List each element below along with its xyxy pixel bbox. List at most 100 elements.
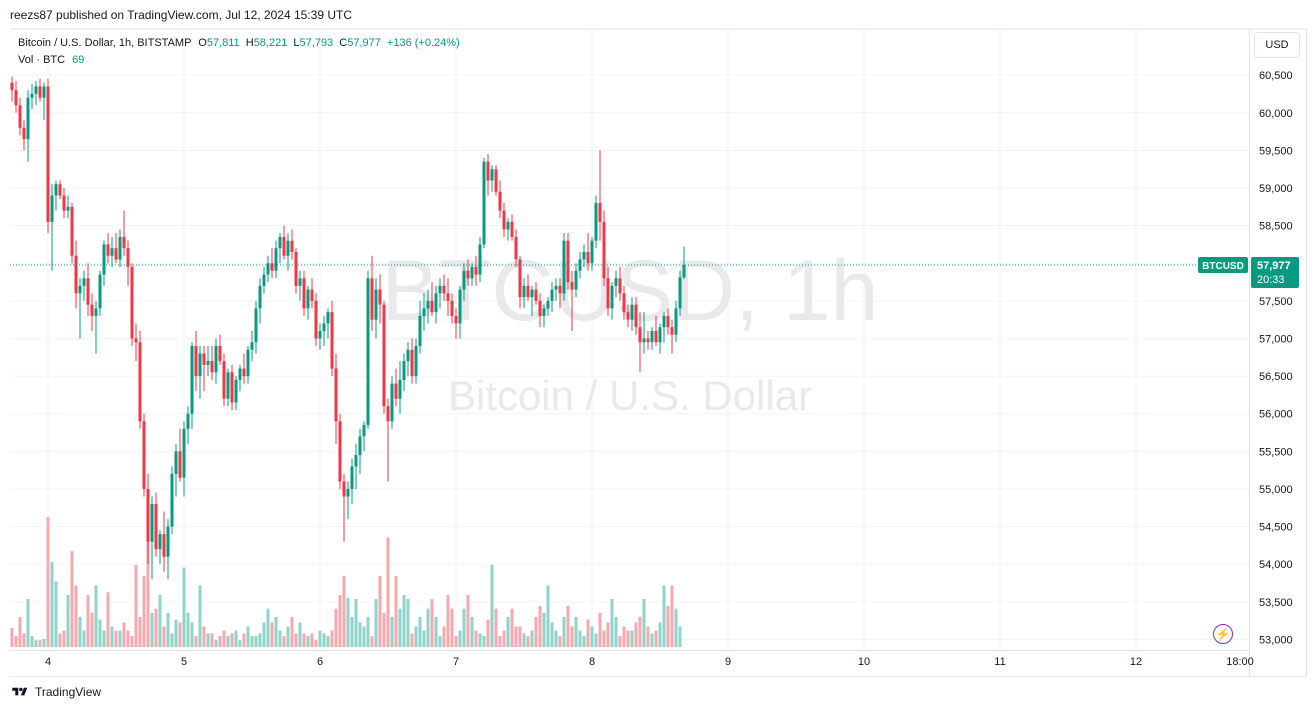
candle-body — [414, 346, 418, 377]
volume-bar — [298, 622, 302, 647]
volume-bar — [462, 608, 466, 647]
published-caption: reezs87 published on TradingView.com, Ju… — [10, 8, 352, 22]
volume-label[interactable]: Vol · BTC — [18, 54, 66, 66]
volume-bar — [666, 605, 670, 647]
candle-body — [266, 263, 270, 275]
candle-body — [350, 466, 354, 489]
volume-bar — [674, 608, 678, 647]
candle-body — [658, 327, 662, 343]
currency-button[interactable]: USD — [1254, 32, 1300, 58]
candle-body — [546, 300, 550, 309]
candle-body — [302, 278, 306, 309]
volume-bar — [198, 585, 202, 647]
candle-body — [62, 195, 66, 211]
candle-body — [14, 90, 18, 106]
time-tick-label: 12 — [1130, 656, 1142, 668]
volume-bar — [402, 595, 406, 647]
price-tick-label: 54,000 — [1259, 559, 1293, 571]
candle-body — [378, 289, 382, 305]
candle-body — [598, 203, 602, 222]
price-tick-label: 55,500 — [1259, 446, 1293, 458]
lightning-icon[interactable]: ⚡ — [1213, 624, 1233, 644]
candle-body — [430, 300, 434, 313]
volume-bar — [486, 619, 490, 647]
volume-bar — [126, 630, 130, 647]
candle-body — [582, 251, 586, 260]
volume-bar — [142, 575, 146, 647]
volume-bar — [178, 622, 182, 647]
candle-body — [190, 346, 194, 414]
volume-bar — [306, 636, 310, 647]
volume-bar — [430, 599, 434, 647]
candle-body — [346, 488, 350, 497]
volume-bar — [110, 626, 114, 647]
candle-body — [114, 248, 118, 260]
volume-bar — [438, 636, 442, 647]
price-tick-label: 57,000 — [1259, 333, 1293, 345]
candle-body — [246, 349, 250, 377]
candle-body — [18, 105, 22, 128]
volume-bar — [54, 581, 58, 647]
time-tick-label: 11 — [994, 656, 1005, 668]
candle-body — [362, 425, 366, 437]
ohlc-legend: Bitcoin / U.S. Dollar, 1h, BITSTAMP O57,… — [18, 35, 460, 52]
volume-bar — [350, 616, 354, 647]
candle-body — [446, 293, 450, 301]
candle-body — [322, 323, 326, 331]
footer-brand: TradingView — [35, 685, 102, 699]
price-tick-label: 59,000 — [1259, 183, 1293, 195]
volume-bar — [146, 521, 150, 647]
candle-body — [166, 526, 170, 557]
volume-bar — [390, 616, 394, 647]
volume-bar — [354, 599, 358, 647]
volume-bar — [622, 626, 626, 647]
candle-body — [222, 361, 226, 399]
candle-body — [470, 267, 474, 279]
volume-bar — [170, 633, 174, 647]
volume-bar — [50, 562, 54, 647]
candle-body — [354, 455, 358, 467]
volume-bar — [182, 567, 186, 647]
volume-bar — [14, 636, 18, 647]
volume-bar — [418, 616, 422, 647]
volume-bar — [230, 633, 234, 647]
volume-bar — [214, 640, 218, 647]
volume-bar — [474, 630, 478, 647]
candle-body — [298, 278, 302, 286]
candle-body — [122, 236, 126, 249]
high-value: 58,221 — [253, 37, 288, 49]
volume-bar — [650, 633, 654, 647]
candle-body — [474, 267, 478, 275]
price-tick-label: 56,000 — [1259, 409, 1293, 421]
volume-bar — [122, 622, 126, 647]
volume-bar — [502, 630, 506, 647]
symbol-tag — [1198, 256, 1248, 273]
volume-bar — [346, 597, 350, 647]
volume-bar — [658, 622, 662, 647]
volume-bar — [314, 640, 318, 647]
candle-body — [538, 300, 542, 316]
candle-body — [258, 285, 262, 309]
volume-bar — [570, 626, 574, 647]
symbol-description[interactable]: Bitcoin / U.S. Dollar, 1h, BITSTAMP — [18, 37, 192, 49]
candle-body — [466, 270, 470, 279]
candle-body — [406, 349, 410, 362]
candle-body — [450, 300, 454, 316]
volume-bar — [118, 630, 122, 647]
candle-body — [270, 263, 274, 271]
volume-bar — [98, 619, 102, 647]
volume-value: 69 — [72, 54, 85, 66]
volume-bar — [58, 633, 62, 647]
volume-bar — [434, 616, 438, 647]
candle-body — [358, 436, 362, 456]
volume-bar — [78, 616, 82, 647]
volume-bar — [646, 626, 650, 647]
volume-bar — [234, 630, 238, 647]
candle-body — [410, 349, 414, 377]
candle-body — [374, 289, 378, 320]
volume-bar — [426, 608, 430, 647]
volume-bar — [38, 640, 42, 647]
candle-body — [662, 315, 666, 328]
volume-bar — [406, 599, 410, 647]
